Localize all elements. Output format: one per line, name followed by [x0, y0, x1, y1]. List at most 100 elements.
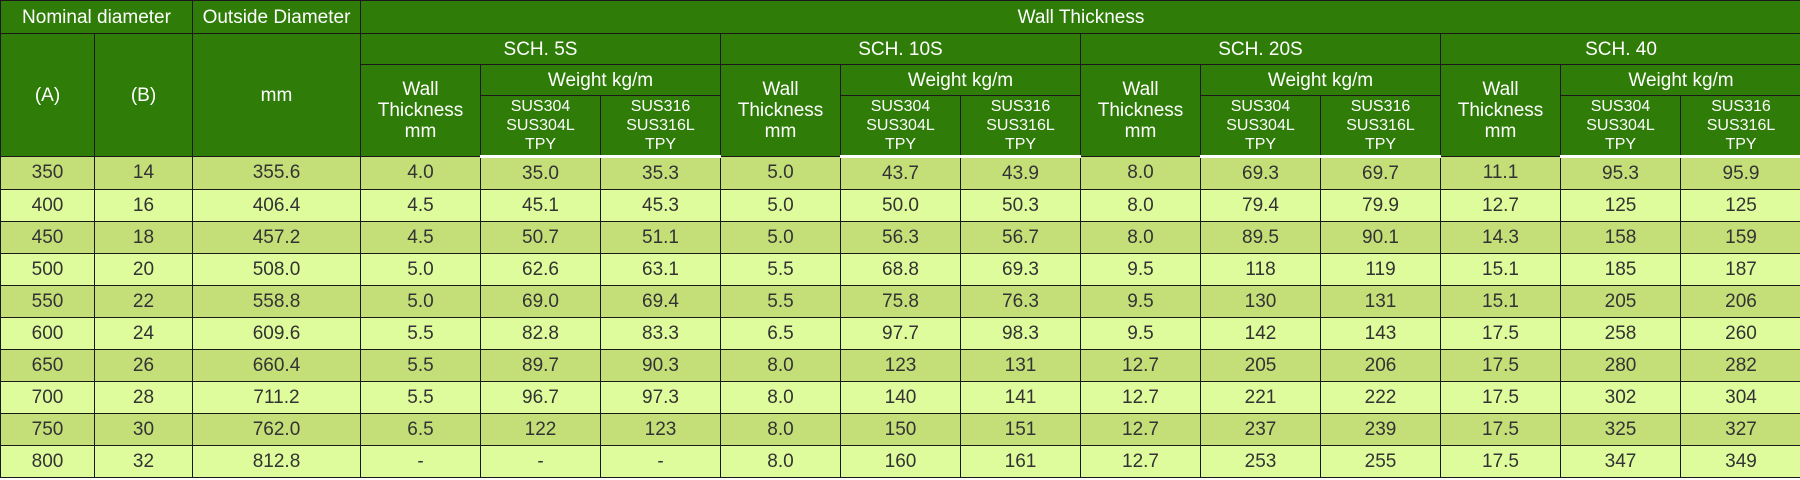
table-cell: 43.9: [960, 156, 1081, 190]
table-cell: 43.7: [840, 156, 961, 190]
table-cell: 5.5: [360, 349, 481, 382]
table-cell: 141: [960, 381, 1081, 414]
table-cell: 35.3: [600, 156, 721, 190]
table-cell: 8.0: [1080, 221, 1201, 254]
table-cell: 237: [1200, 413, 1321, 446]
table-cell: 711.2: [192, 381, 361, 414]
table-row: 500 20 508.0 5.0 62.6 63.1 5.5 68.8 69.3 9.5 118 11…: [0, 253, 1800, 286]
table-cell: 17.5: [1440, 445, 1561, 478]
table-cell: 12.7: [1080, 445, 1201, 478]
table-cell: 4.5: [360, 189, 481, 222]
table-cell: 8.0: [720, 349, 841, 382]
table-cell: 123: [840, 349, 961, 382]
table-cell: 24: [94, 317, 193, 350]
table-cell: 206: [1320, 349, 1441, 382]
table-cell: 45.1: [480, 189, 601, 222]
table-cell: 69.7: [1320, 156, 1441, 190]
table-cell: 159: [1679, 221, 1800, 254]
schedule-header: SCH. 10S: [720, 33, 1081, 65]
table-cell: 50.7: [480, 221, 601, 254]
table-cell: 69.0: [480, 285, 601, 318]
table-cell: 32: [94, 445, 193, 478]
table-cell: 500: [0, 253, 95, 286]
table-cell: 4.0: [360, 156, 481, 190]
table-cell: 90.3: [600, 349, 721, 382]
table-cell: 17.5: [1440, 349, 1561, 382]
table-cell: 812.8: [192, 445, 361, 478]
table-cell: 327: [1679, 413, 1800, 446]
table-cell: 118: [1200, 253, 1321, 286]
table-cell: 221: [1200, 381, 1321, 414]
table-cell: 8.0: [720, 445, 841, 478]
table-cell: 258: [1560, 317, 1681, 350]
header-cell: SUS304 SUS304L TPY: [1200, 95, 1321, 158]
table-row: 800 32 812.8- - -8.0 160 161 12.7 253 255 17.5 347 3…: [0, 445, 1800, 478]
table-cell: 260: [1679, 317, 1800, 350]
header-cell: SUS304 SUS304L TPY: [1560, 95, 1681, 158]
table-cell: 406.4: [192, 189, 361, 222]
schedule-header: SCH. 5S: [360, 33, 721, 65]
table-cell: 282: [1679, 349, 1800, 382]
table-cell: 205: [1200, 349, 1321, 382]
table-cell: 349: [1679, 445, 1800, 478]
table-cell: 69.3: [1200, 156, 1321, 190]
header-cell: SUS316 SUS316L TPY: [960, 95, 1081, 158]
table-cell: 4.5: [360, 221, 481, 254]
header-cell: Wall Thickness mm: [1440, 64, 1561, 157]
table-row: 700 28 711.2 5.5 96.7 97.3 8.0 140 141 12.7 221 222…: [0, 381, 1800, 414]
table-cell: 130: [1200, 285, 1321, 318]
header-cell: Wall Thickness: [359, 0, 1800, 34]
table-cell: 131: [960, 349, 1081, 382]
table-row: 600 24 609.6 5.5 82.8 83.3 6.5 97.7 98.3 9.5 142 14…: [0, 317, 1800, 350]
header-cell: (B): [94, 33, 193, 157]
table-cell: 14: [94, 156, 193, 190]
table-cell: 28: [94, 381, 193, 414]
table-cell: 304: [1679, 381, 1800, 414]
schedule-header: SCH. 40: [1439, 33, 1800, 65]
table-row: 350 14 355.6 4.0 35.0 35.3 5.0 43.7 43.9 8.0 69.3 6…: [0, 156, 1800, 190]
table-cell: 8.0: [1080, 156, 1201, 190]
table-cell: 239: [1320, 413, 1441, 446]
table-cell: 17.5: [1440, 413, 1561, 446]
table-cell: -: [360, 445, 481, 478]
table-cell: 12.7: [1080, 413, 1201, 446]
table-cell: 50.0: [840, 189, 961, 222]
table-cell: 6.5: [360, 413, 481, 446]
table-cell: 90.1: [1320, 221, 1441, 254]
table-cell: 187: [1679, 253, 1800, 286]
table-cell: 20: [94, 253, 193, 286]
table-cell: 79.9: [1320, 189, 1441, 222]
table-cell: 355.6: [192, 156, 361, 190]
table-cell: 700: [0, 381, 95, 414]
table-cell: 5.5: [360, 317, 481, 350]
table-cell: 600: [0, 317, 95, 350]
table-cell: -: [480, 445, 601, 478]
header-cell: SUS304 SUS304L TPY: [840, 95, 961, 158]
header-cell: Weight kg/m: [1559, 64, 1800, 96]
table-cell: 97.3: [600, 381, 721, 414]
table-cell: 95.9: [1679, 156, 1800, 190]
table-cell: 17.5: [1440, 381, 1561, 414]
table-row: 650 26 660.4 5.5 89.7 90.3 8.0 123 131 12.7 205 206…: [0, 349, 1800, 382]
table-cell: 5.0: [720, 189, 841, 222]
table-cell: 131: [1320, 285, 1441, 318]
table-cell: 95.3: [1560, 156, 1681, 190]
table-cell: 650: [0, 349, 95, 382]
table-cell: 280: [1560, 349, 1681, 382]
table-body: 350 14 355.6 4.0 35.0 35.3 5.0 43.7 43.9 8.0 69.3 6…: [0, 156, 1800, 478]
header-cell: Wall Thickness mm: [720, 64, 841, 157]
table-cell: 122: [480, 413, 601, 446]
table-cell: 150: [840, 413, 961, 446]
table-row: 450 18 457.2 4.5 50.7 51.1 5.0 56.3 56.7 8.0 89.5 9…: [0, 221, 1800, 254]
table-cell: 8.0: [720, 381, 841, 414]
table-cell: 63.1: [600, 253, 721, 286]
table-cell: 12.7: [1080, 381, 1201, 414]
table-cell: 50.3: [960, 189, 1081, 222]
table-cell: 160: [840, 445, 961, 478]
header-cell: Weight kg/m: [1200, 64, 1441, 96]
table-cell: 45.3: [600, 189, 721, 222]
table-cell: 140: [840, 381, 961, 414]
header-cell: mm: [192, 33, 361, 157]
table-cell: 350: [0, 156, 95, 190]
